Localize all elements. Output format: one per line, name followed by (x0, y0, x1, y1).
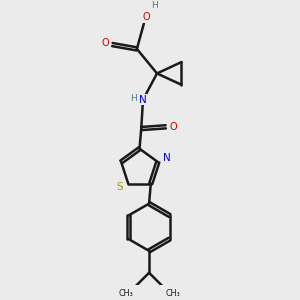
Text: O: O (170, 122, 177, 132)
Text: CH₃: CH₃ (118, 289, 133, 298)
Text: H: H (130, 94, 136, 103)
Text: H: H (151, 1, 158, 10)
Text: N: N (139, 95, 147, 105)
Text: O: O (143, 12, 150, 22)
Text: S: S (116, 182, 123, 192)
Text: O: O (102, 38, 109, 48)
Text: CH₃: CH₃ (165, 289, 180, 298)
Text: N: N (163, 154, 170, 164)
